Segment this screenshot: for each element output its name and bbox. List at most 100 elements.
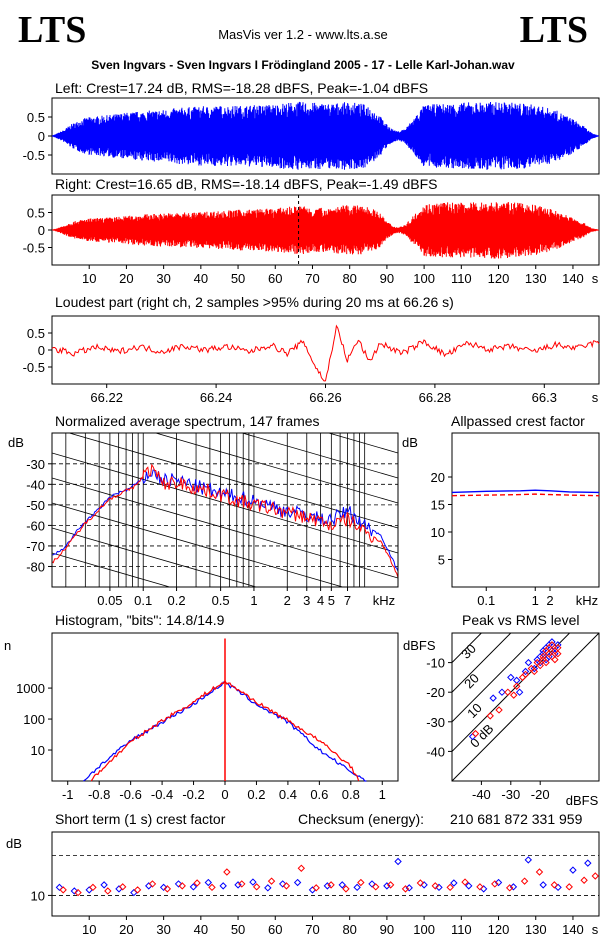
- loudest-part-xtick-label: 66.28: [419, 390, 452, 405]
- peak-vs-rms-point-1: [554, 650, 562, 658]
- short-term-crest-xtick-label: 140: [562, 922, 584, 937]
- spectrum-series-1: [52, 463, 398, 578]
- histogram-xtick-label: -0.8: [88, 787, 110, 802]
- short-term-crest-point-0: [450, 879, 458, 887]
- right-waveform-xunit: s: [592, 271, 599, 286]
- spectrum-series-0: [52, 469, 398, 572]
- short-term-crest-point-1: [148, 880, 157, 888]
- spectrum-xtick-label: 0.05: [97, 593, 122, 608]
- short-term-crest-xtick-label: 60: [268, 922, 282, 937]
- short-term-crest-point-0: [509, 883, 518, 891]
- left-waveform-ytick-label: 0: [38, 129, 45, 144]
- short-term-crest-point-1: [59, 886, 67, 894]
- histogram-xtick-label: -0.4: [151, 787, 173, 802]
- right-waveform-xtick-label: 100: [413, 271, 435, 286]
- right-waveform-ytick-label: 0: [38, 223, 45, 238]
- short-term-crest-xtick-label: 90: [380, 922, 394, 937]
- short-term-crest-point-0: [524, 856, 533, 864]
- histogram-ytick-label: 1000: [16, 681, 45, 696]
- peak-vs-rms-point-1: [518, 673, 527, 682]
- short-term-crest-point-1: [178, 882, 186, 890]
- peak-vs-rms-point-1: [542, 658, 550, 667]
- histogram-xtick-label: -0.2: [182, 787, 204, 802]
- spectrum-diagonal: [154, 433, 398, 504]
- short-term-crest-title: Short term (1 s) crest factor: [55, 811, 226, 827]
- peak-vs-rms-xtick-label: -20: [531, 787, 550, 802]
- short-term-crest-point-1: [208, 883, 216, 892]
- right-waveform-title: Right: Crest=16.65 dB, RMS=-18.14 dBFS, …: [55, 176, 438, 192]
- allpassed-crest-ytick-label: 20: [431, 470, 445, 485]
- peak-vs-rms-title: Peak vs RMS level: [462, 612, 580, 628]
- peak-vs-rms-point-0: [524, 658, 533, 667]
- histogram-xtick-label: 0.6: [310, 787, 328, 802]
- spectrum-xtick-label: 0.1: [134, 593, 152, 608]
- spectrum-diagonal: [52, 452, 398, 554]
- short-term-crest-point-1: [223, 868, 231, 876]
- spectrum-diagonal: [52, 477, 398, 579]
- peak-vs-rms-diagonal-label: 30: [458, 641, 479, 662]
- right-waveform-xtick-label: 80: [342, 271, 356, 286]
- short-term-crest-point-0: [465, 882, 473, 890]
- peak-vs-rms-point-0: [507, 673, 515, 682]
- right-waveform-xtick-label: 120: [488, 271, 510, 286]
- spectrum-ytick-label: -70: [26, 539, 45, 554]
- histogram-ytick-label: 100: [23, 712, 45, 727]
- short-term-crest-point-0: [494, 878, 503, 887]
- peak-vs-rms-xtick-label: -40: [472, 787, 491, 802]
- loudest-part-ytick-label: -0.5: [23, 360, 45, 375]
- peak-vs-rms-point-0: [521, 667, 530, 676]
- histogram-xtick-label: 0.8: [342, 787, 360, 802]
- allpassed-crest-xtick-label: 1: [532, 593, 539, 608]
- short-term-crest-point-0: [219, 882, 227, 890]
- allpassed-crest-xtick-label: 0.1: [477, 593, 495, 608]
- spectrum-ylabel: dB: [8, 435, 24, 450]
- spectrum-ytick-label: -50: [26, 498, 45, 513]
- histogram-xtick-label: -0.6: [119, 787, 141, 802]
- short-term-crest-point-1: [505, 884, 514, 892]
- peak-vs-rms-diagonals: 40 30 20 100 dB: [452, 611, 599, 781]
- short-term-crest-point-0: [159, 883, 168, 892]
- allpassed-crest-xunit: kHz: [576, 593, 598, 608]
- short-term-crest-point-0: [278, 880, 287, 888]
- short-term-crest-xtick-label: 10: [82, 922, 96, 937]
- peak-vs-rms-xtick-label: -30: [501, 787, 520, 802]
- short-term-crest-point-1: [118, 883, 127, 891]
- peak-vs-rms-point-0: [548, 638, 556, 646]
- short-term-crest-point-1: [133, 886, 142, 894]
- loudest-part-ytick-label: 0: [38, 343, 45, 358]
- spectrum-diagonal: [240, 433, 398, 479]
- loudest-part-ytick-label: 0.5: [27, 326, 45, 341]
- allpassed-crest-ylabel: dB: [402, 435, 418, 450]
- peak-vs-rms-point-1: [551, 655, 559, 664]
- short-term-crest-xtick-label: 40: [194, 922, 208, 937]
- right-waveform-xtick-label: 130: [525, 271, 547, 286]
- short-term-crest-point-0: [554, 883, 562, 892]
- peak-vs-rms-diagonal: [452, 633, 512, 693]
- short-term-crest-point-0: [264, 884, 272, 892]
- loudest-part-title: Loudest part (right ch, 2 samples >95% d…: [55, 294, 454, 310]
- file-title: Sven Ingvars - Sven Ingvars I Frödinglan…: [91, 58, 515, 72]
- short-term-crest-point-0: [293, 878, 302, 887]
- peak-vs-rms-diagonal: [452, 633, 483, 664]
- spectrum-diagonal: [52, 278, 398, 378]
- peak-vs-rms-point-1: [512, 682, 521, 690]
- peak-vs-rms-point-1: [530, 667, 539, 676]
- peak-vs-rms-ytick-label: -20: [426, 685, 445, 700]
- short-term-crest-xtick-label: 130: [525, 922, 547, 937]
- peak-vs-rms-diagonal-label: 40: [455, 611, 476, 632]
- checksum-label: Checksum (energy):: [298, 811, 425, 827]
- short-term-crest-point-0: [323, 882, 332, 890]
- allpassed-crest-series-1: [451, 493, 600, 497]
- short-term-crest-point-1: [252, 883, 261, 891]
- short-term-crest-point-1: [401, 885, 410, 893]
- short-term-crest-point-1: [74, 888, 82, 897]
- left-waveform-ytick-label: -0.5: [23, 148, 45, 163]
- short-term-crest-point-1: [357, 878, 365, 887]
- short-term-crest-point-0: [55, 883, 64, 892]
- short-term-crest-xtick-label: 50: [231, 922, 245, 937]
- right-waveform-xtick-label: 20: [119, 271, 133, 286]
- spectrum-ytick-label: -30: [26, 457, 45, 472]
- allpassed-crest-ytick-label: 15: [431, 498, 445, 513]
- left-waveform-signal: [51, 101, 600, 170]
- short-term-crest-xunit: s: [592, 922, 599, 937]
